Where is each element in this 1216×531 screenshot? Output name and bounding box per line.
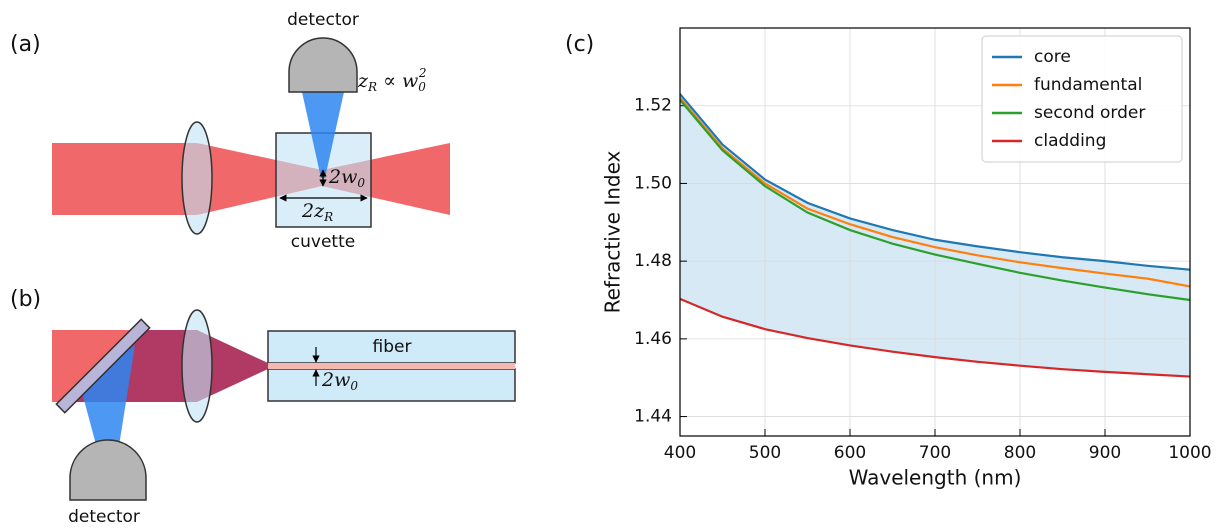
panel-label: (a) (10, 32, 41, 57)
mirror (55, 318, 151, 414)
fiber-cladding (267, 330, 516, 364)
text: 2w0 (328, 166, 365, 190)
x-tick-label: 700 (919, 443, 951, 463)
x-tick-label: 600 (834, 443, 866, 463)
line (679, 93, 1191, 271)
line (679, 297, 1191, 378)
text: fiber (373, 337, 412, 357)
diagram-a: detector zR ∝ w02 2w0 2zR cuvette (52, 10, 450, 252)
x-tick-label: 900 (1089, 443, 1121, 463)
legend-label: core (1034, 47, 1071, 67)
panel-label: (b) (10, 287, 41, 312)
fiber-cladding (267, 368, 516, 402)
x-tick-label: 500 (749, 443, 781, 463)
legend-label: cladding (1034, 131, 1106, 151)
x-tick-label: 1000 (1168, 443, 1211, 463)
legend-label: fundamental (1034, 75, 1142, 95)
diagram-b: fiber 2w0 detector (52, 309, 516, 527)
chart: 400 500 600 700 800 900 1000 1.44 1.46 1.48 1.50 1.… (601, 27, 1212, 490)
y-tick-label: 1.46 (634, 329, 672, 349)
y-tick-label: 1.44 (634, 407, 672, 427)
text: cuvette (291, 232, 355, 252)
beam (322, 143, 450, 215)
legend-box (981, 35, 1183, 163)
equation: zR ∝ w02 (357, 66, 427, 94)
text: detector (287, 10, 359, 30)
detection-cone (80, 345, 135, 452)
lens (181, 121, 213, 235)
y-axis-label: Refractive Index (601, 150, 625, 313)
line (679, 99, 1191, 302)
y-tick-label: 1.48 (634, 251, 672, 271)
detector (69, 439, 147, 501)
plot-frame (679, 27, 1191, 437)
x-tick-label: 800 (1004, 443, 1036, 463)
panel-label: (c) (565, 32, 594, 57)
x-tick-label: 400 (664, 443, 696, 463)
line (679, 97, 1191, 288)
legend-label: second order (1034, 103, 1145, 123)
y-tick-label: 1.50 (634, 173, 672, 193)
text: 2w0 (321, 369, 358, 393)
fill-band (680, 94, 1190, 377)
text: 2zR (301, 200, 333, 224)
detection-cone (302, 92, 344, 178)
y-tick-label: 1.52 (634, 96, 672, 116)
fiber-core (268, 363, 515, 369)
text: detector (68, 507, 140, 527)
lens (181, 309, 213, 423)
detector (288, 37, 358, 93)
x-axis-label: Wavelength (nm) (849, 466, 1022, 490)
